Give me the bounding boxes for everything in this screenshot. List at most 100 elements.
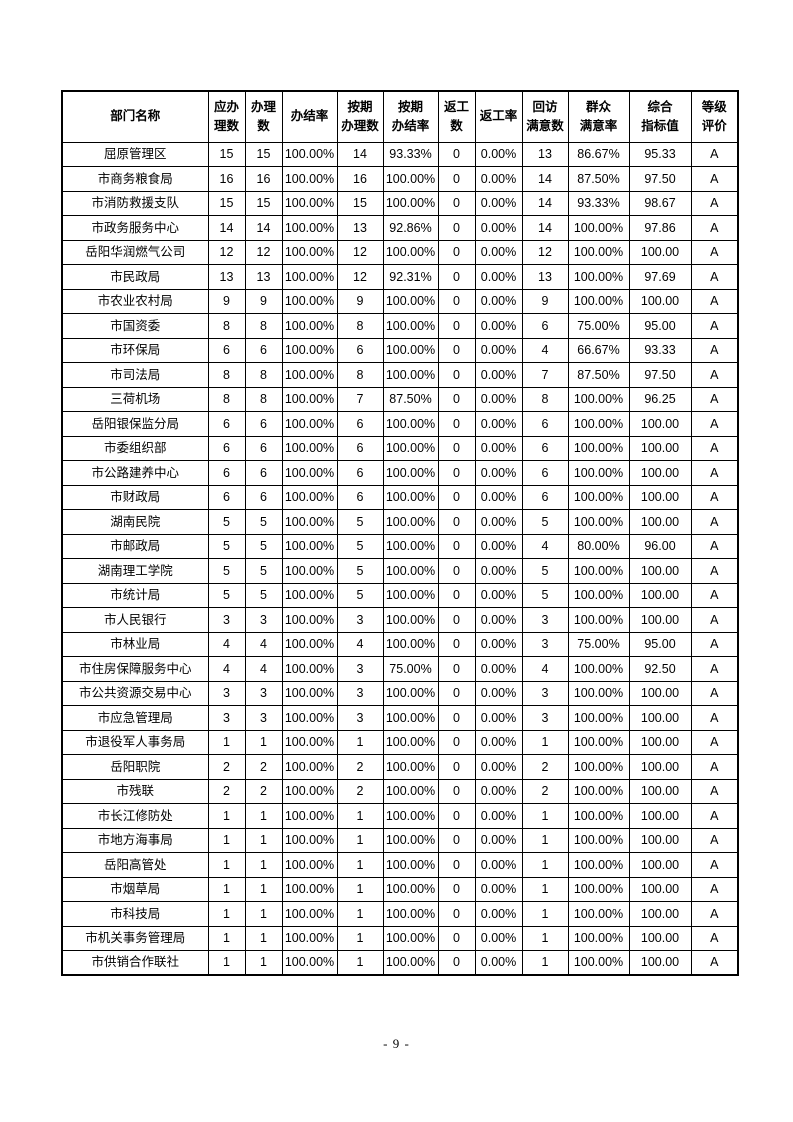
cell-department-name: 岳阳华润燃气公司 [61,239,209,265]
table-row: 市邮政局 5 5 100.00% 5 100.00% 0 0.00% 4 80.00% 96.00 A [61,533,739,559]
table-row: 湖南理工学院 5 5 100.00% 5 100.00% 0 0.00% 5 100.00% 100… [61,558,739,584]
cell-handled_count: 8 [244,386,283,412]
cell-handled_count: 3 [244,680,283,706]
cell-composite_index: 97.50 [628,362,692,388]
cell-rework_count: 0 [437,190,476,216]
cell-completion_rate: 100.00% [281,778,338,804]
cell-grade: A [690,141,739,167]
table-row: 市烟草局 1 1 100.00% 1 100.00% 0 0.00% 1 100.00% 100.0… [61,876,739,902]
cell-ontime_completion_rate: 100.00% [382,460,439,486]
cell-composite_index: 100.00 [628,460,692,486]
cell-department-name: 市长江修防处 [61,803,209,829]
cell-ontime_completion_rate: 100.00% [382,925,439,951]
cell-completion_rate: 100.00% [281,950,338,976]
cell-due_count: 1 [207,950,246,976]
cell-due_count: 15 [207,190,246,216]
cell-grade: A [690,313,739,339]
cell-department-name: 屈原管理区 [61,141,209,167]
cell-grade: A [690,288,739,314]
cell-rework_count: 0 [437,558,476,584]
cell-ontime_handled_count: 5 [336,582,384,608]
cell-ontime_completion_rate: 100.00% [382,729,439,755]
cell-satisfaction_rate: 100.00% [567,386,630,412]
cell-satisfied_visit_count: 9 [521,288,569,314]
cell-due_count: 6 [207,411,246,437]
cell-rework_count: 0 [437,460,476,486]
cell-satisfied_visit_count: 6 [521,484,569,510]
cell-due_count: 12 [207,239,246,265]
cell-due_count: 5 [207,509,246,535]
cell-department-name: 市司法局 [61,362,209,388]
cell-completion_rate: 100.00% [281,362,338,388]
cell-completion_rate: 100.00% [281,582,338,608]
cell-satisfied_visit_count: 3 [521,607,569,633]
cell-handled_count: 3 [244,705,283,731]
cell-rework_count: 0 [437,362,476,388]
cell-satisfaction_rate: 75.00% [567,631,630,657]
cell-ontime_handled_count: 3 [336,607,384,633]
cell-rework_count: 0 [437,729,476,755]
table-row: 岳阳高管处 1 1 100.00% 1 100.00% 0 0.00% 1 100.00% 100.… [61,852,739,878]
cell-due_count: 14 [207,215,246,241]
cell-composite_index: 95.00 [628,313,692,339]
cell-rework_count: 0 [437,264,476,290]
column-header-rework_count: 返工数 [437,90,476,143]
cell-satisfied_visit_count: 5 [521,582,569,608]
cell-composite_index: 100.00 [628,484,692,510]
cell-satisfied_visit_count: 3 [521,680,569,706]
column-header-ontime_completion_rate: 按期 办结率 [382,90,439,143]
cell-rework_count: 0 [437,288,476,314]
table-row: 市国资委 8 8 100.00% 8 100.00% 0 0.00% 6 75.00% 95.00 A [61,313,739,339]
cell-grade: A [690,558,739,584]
table-row: 三荷机场 8 8 100.00% 7 87.50% 0 0.00% 8 100.00% 96.25 A [61,386,739,412]
cell-satisfaction_rate: 86.67% [567,141,630,167]
cell-satisfaction_rate: 100.00% [567,239,630,265]
cell-grade: A [690,827,739,853]
cell-completion_rate: 100.00% [281,827,338,853]
cell-rework_rate: 0.00% [474,729,523,755]
cell-completion_rate: 100.00% [281,901,338,927]
cell-department-name: 市政务服务中心 [61,215,209,241]
cell-grade: A [690,190,739,216]
cell-handled_count: 3 [244,607,283,633]
cell-ontime_completion_rate: 100.00% [382,190,439,216]
cell-satisfied_visit_count: 1 [521,827,569,853]
cell-rework_rate: 0.00% [474,190,523,216]
cell-composite_index: 96.25 [628,386,692,412]
cell-completion_rate: 100.00% [281,729,338,755]
cell-ontime_handled_count: 8 [336,362,384,388]
cell-department-name: 湖南理工学院 [61,558,209,584]
cell-ontime_completion_rate: 92.31% [382,264,439,290]
cell-composite_index: 100.00 [628,509,692,535]
cell-rework_count: 0 [437,582,476,608]
cell-due_count: 15 [207,141,246,167]
cell-ontime_handled_count: 6 [336,337,384,363]
cell-rework_rate: 0.00% [474,631,523,657]
cell-composite_index: 97.69 [628,264,692,290]
cell-ontime_handled_count: 6 [336,411,384,437]
cell-satisfaction_rate: 100.00% [567,827,630,853]
cell-ontime_handled_count: 15 [336,190,384,216]
cell-ontime_handled_count: 1 [336,803,384,829]
cell-grade: A [690,533,739,559]
cell-rework_count: 0 [437,509,476,535]
column-header-ontime_handled_count: 按期 办理数 [336,90,384,143]
table-row: 市退役军人事务局 1 1 100.00% 1 100.00% 0 0.00% 1 100.00% 1… [61,729,739,755]
table-row: 屈原管理区 15 15 100.00% 14 93.33% 0 0.00% 13 86.67% 95… [61,141,739,167]
cell-rework_count: 0 [437,950,476,976]
cell-satisfaction_rate: 100.00% [567,607,630,633]
cell-satisfied_visit_count: 2 [521,778,569,804]
cell-ontime_handled_count: 2 [336,778,384,804]
cell-rework_count: 0 [437,533,476,559]
cell-ontime_completion_rate: 100.00% [382,239,439,265]
cell-rework_count: 0 [437,435,476,461]
cell-ontime_completion_rate: 100.00% [382,411,439,437]
table-row: 市民政局 13 13 100.00% 12 92.31% 0 0.00% 13 100.00% 97… [61,264,739,290]
cell-rework_count: 0 [437,803,476,829]
cell-satisfaction_rate: 93.33% [567,190,630,216]
cell-handled_count: 6 [244,337,283,363]
table-row: 岳阳银保监分局 6 6 100.00% 6 100.00% 0 0.00% 6 100.00% 10… [61,411,739,437]
cell-ontime_handled_count: 6 [336,460,384,486]
cell-due_count: 1 [207,852,246,878]
cell-rework_rate: 0.00% [474,435,523,461]
